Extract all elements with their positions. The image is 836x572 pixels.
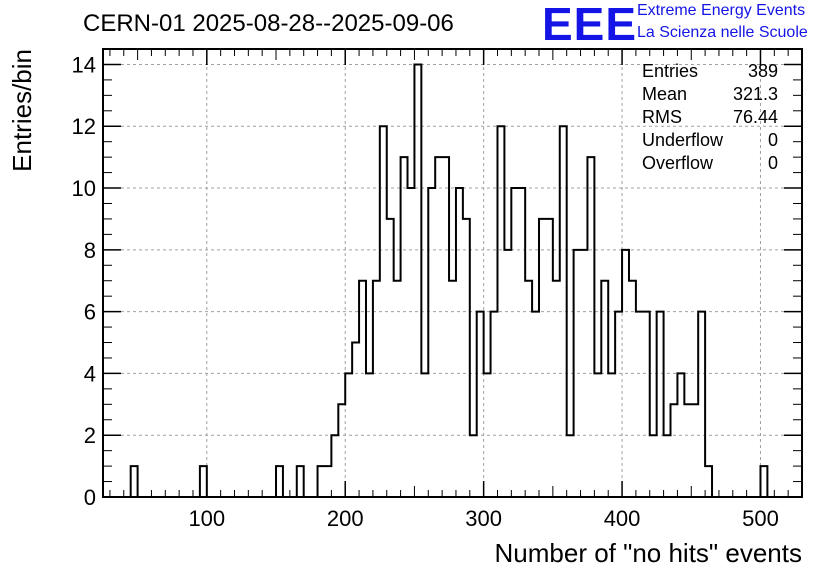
x-tick-label: 400 — [604, 506, 641, 531]
logo-subtitle-1: Extreme Energy Events — [637, 2, 806, 19]
y-tick-label: 2 — [84, 423, 96, 448]
grid-lines — [103, 49, 802, 497]
stat-value: 389 — [748, 61, 778, 81]
stat-value: 0 — [768, 130, 778, 150]
y-tick-label: 12 — [72, 114, 96, 139]
axis-ticks — [103, 48, 803, 498]
stat-label: Entries — [642, 61, 698, 81]
stats-box: Entries 389 Mean 321.3 RMS 76.44 Underflow 0 Ove… — [642, 61, 778, 173]
x-tick-label: 100 — [188, 506, 225, 531]
stat-value: 321.3 — [733, 84, 778, 104]
x-tick-label: 500 — [742, 506, 779, 531]
stat-label: RMS — [642, 107, 682, 127]
eee-logo: EEE — [542, 0, 638, 50]
y-axis-title: Entries/bin — [7, 49, 37, 172]
stat-value: 76.44 — [733, 107, 778, 127]
y-tick-labels: 0 2 4 6 8 10 12 14 — [72, 52, 96, 510]
y-tick-label: 4 — [84, 361, 96, 386]
stat-value: 0 — [768, 153, 778, 173]
x-axis-title: Number of "no hits" events — [495, 538, 803, 568]
chart-title: CERN-01 2025-08-28--2025-09-06 — [83, 10, 454, 37]
stat-label: Underflow — [642, 130, 724, 150]
y-tick-label: 14 — [72, 52, 96, 77]
y-tick-label: 8 — [84, 238, 96, 263]
stat-label: Overflow — [642, 153, 714, 173]
logo-subtitle-2: La Scienza nelle Scuole — [637, 24, 808, 41]
x-tick-label: 200 — [327, 506, 364, 531]
plot-frame — [102, 48, 803, 498]
x-tick-label: 300 — [465, 506, 502, 531]
stat-label: Mean — [642, 84, 687, 104]
y-tick-label: 6 — [84, 300, 96, 325]
y-tick-label: 10 — [72, 176, 96, 201]
y-tick-label: 0 — [84, 485, 96, 510]
x-tick-labels: 100 200 300 400 500 — [188, 506, 778, 531]
